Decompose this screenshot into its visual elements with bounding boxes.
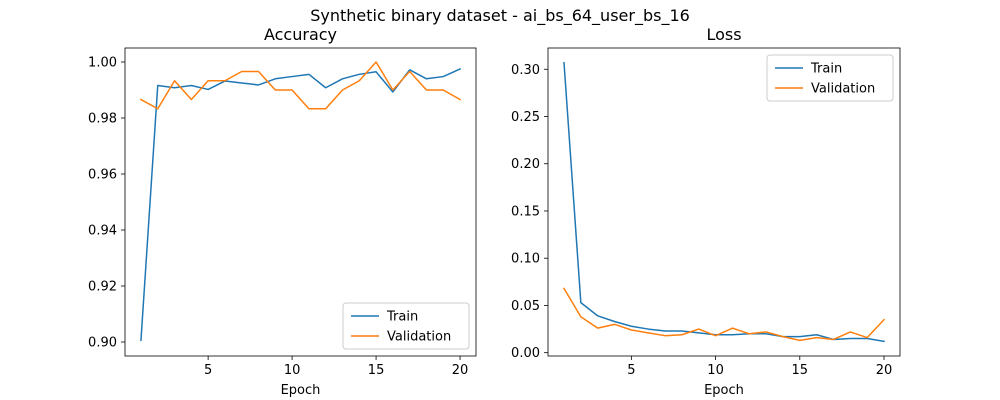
loss-x-tick-label: 15	[792, 363, 809, 378]
accuracy-y-tick-label: 0.94	[88, 224, 117, 239]
accuracy-chart-title: Accuracy	[264, 25, 337, 44]
loss-y-tick-label: 0.25	[511, 110, 540, 125]
loss-y-tick-label: 0.30	[511, 63, 540, 78]
figure-title: Synthetic binary dataset - ai_bs_64_user…	[310, 6, 690, 26]
accuracy-series-validation-line	[139, 61, 462, 110]
loss-legend-label-train: Train	[810, 62, 842, 77]
accuracy-y-tick-label: 0.92	[88, 280, 117, 295]
loss-plot-frame	[547, 47, 901, 357]
loss-legend-box	[766, 54, 894, 102]
loss-series-train-line	[563, 61, 885, 343]
loss-chart: Loss 5 10 15 20 0.00 0.05 0.10 0.15 0.20 0.25 0.30 E…	[511, 25, 901, 398]
loss-legend-label-validation: Validation	[811, 82, 875, 97]
accuracy-legend-label-validation: Validation	[387, 330, 451, 345]
accuracy-y-tick-label: 0.98	[88, 112, 117, 127]
loss-x-axis-label: Epoch	[704, 383, 744, 398]
accuracy-plot-frame	[124, 47, 477, 357]
loss-y-tick-label: 0.00	[511, 346, 540, 361]
loss-chart-title: Loss	[706, 25, 741, 44]
accuracy-y-tick-label: 0.90	[88, 336, 117, 351]
loss-x-tick-label: 10	[707, 363, 724, 378]
accuracy-x-tick-label: 20	[452, 363, 469, 378]
accuracy-y-tick-label: 0.96	[88, 168, 117, 183]
loss-y-tick-label: 0.05	[511, 299, 540, 314]
loss-x-tick-label: 5	[627, 363, 635, 378]
accuracy-y-tick-label: 1.00	[88, 56, 117, 71]
loss-x-tick-label: 20	[876, 363, 893, 378]
accuracy-x-tick-label: 10	[284, 363, 301, 378]
loss-y-tick-label: 0.15	[511, 204, 540, 219]
loss-legend: Train Validation	[766, 54, 894, 102]
loss-y-tick-label: 0.20	[511, 157, 540, 172]
loss-y-tick-label: 0.10	[511, 252, 540, 267]
loss-series-validation-line	[562, 287, 886, 342]
accuracy-series-train-line	[140, 68, 462, 342]
accuracy-x-tick-label: 15	[368, 363, 385, 378]
accuracy-x-tick-label: 5	[204, 363, 212, 378]
accuracy-legend-box	[342, 302, 470, 350]
accuracy-chart: Accuracy 5 10 15 20 0.90 0.92 0.94 0.96 0.98 1.00 E…	[88, 25, 477, 398]
loss-series-group	[562, 61, 886, 343]
accuracy-legend: Train Validation	[342, 302, 470, 350]
accuracy-legend-label-train: Train	[386, 310, 418, 325]
accuracy-x-axis-label: Epoch	[281, 383, 321, 398]
accuracy-series-group	[139, 61, 462, 342]
